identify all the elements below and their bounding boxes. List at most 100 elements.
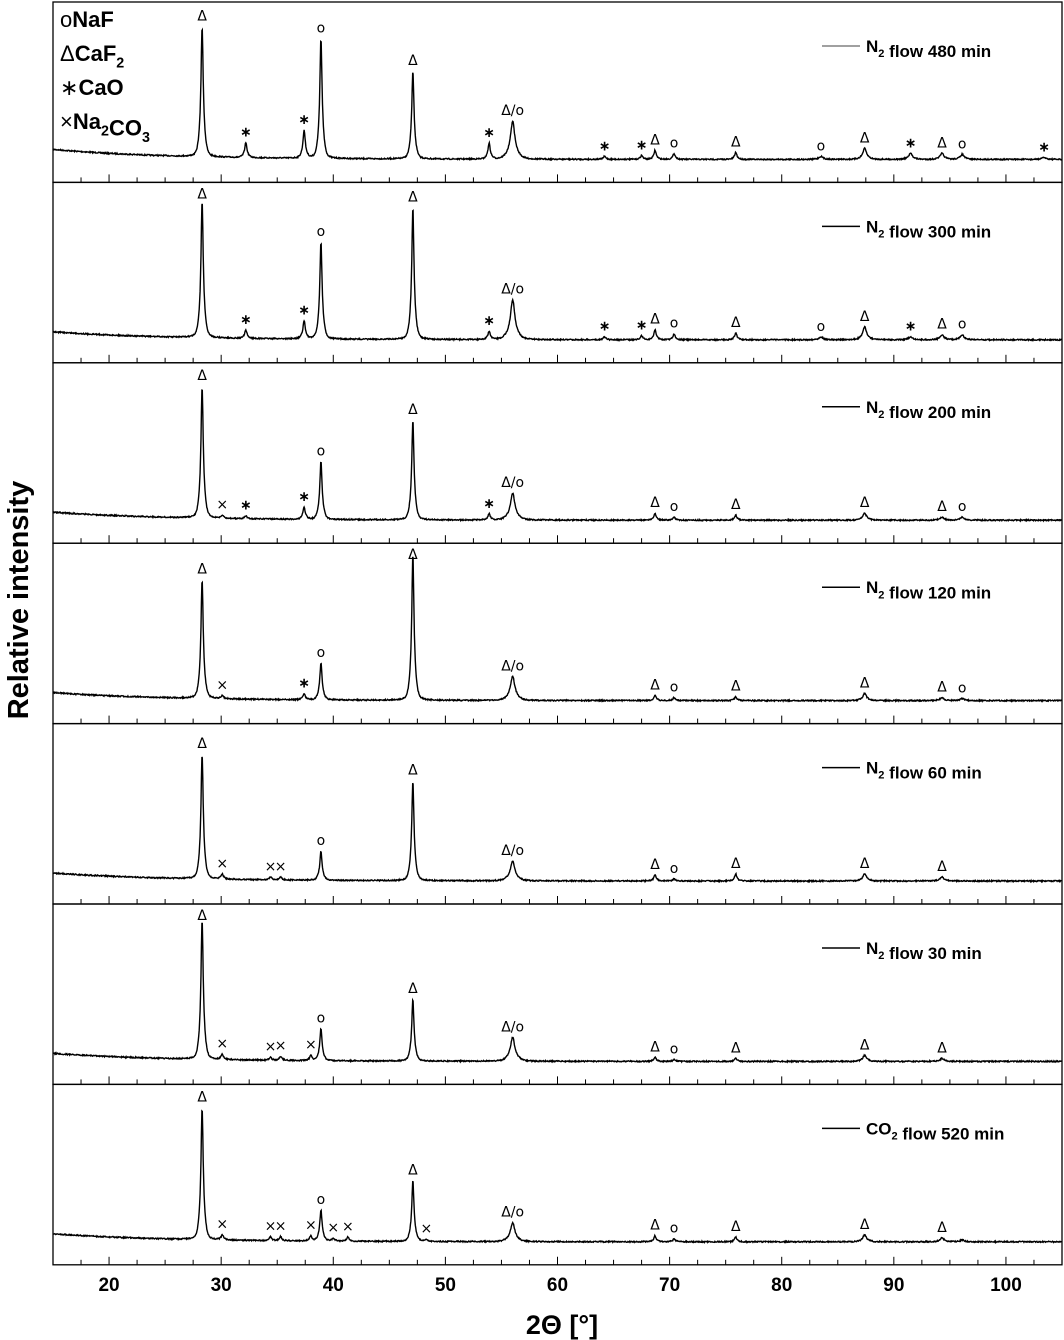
peak-marker: o bbox=[670, 135, 679, 151]
diffraction-curve bbox=[52, 756, 1062, 884]
phase-symbol: o bbox=[60, 7, 72, 32]
x-tick-label: 60 bbox=[547, 1275, 568, 1296]
peak-marker: o bbox=[317, 833, 326, 849]
peak-marker: × bbox=[265, 1219, 277, 1235]
diffraction-curve bbox=[52, 1109, 1062, 1245]
peak-marker: ∗ bbox=[483, 125, 495, 141]
x-axis-label: 2Θ [°] bbox=[526, 1310, 598, 1340]
peak-marker: Δ/o bbox=[501, 1019, 524, 1035]
peak-marker: Δ bbox=[860, 1217, 870, 1233]
peak-marker: o bbox=[670, 1221, 679, 1237]
phase-symbol: Δ bbox=[60, 41, 75, 66]
peak-marker: o bbox=[670, 1041, 679, 1057]
series-legend-label: CO2 flow 520 min bbox=[866, 1119, 1004, 1143]
peak-marker: Δ bbox=[860, 130, 870, 146]
peak-marker: Δ bbox=[860, 856, 870, 872]
x-tick-label: 30 bbox=[211, 1275, 232, 1296]
series-legend-label: N2 flow 120 min bbox=[866, 578, 991, 602]
x-tick-label: 100 bbox=[990, 1275, 1022, 1296]
peak-marker: Δ bbox=[860, 495, 870, 511]
peak-marker: × bbox=[216, 677, 228, 693]
peak-marker: o bbox=[958, 136, 967, 152]
peak-marker: o bbox=[958, 499, 967, 515]
peak-marker: o bbox=[670, 680, 679, 696]
peak-marker: Δ bbox=[408, 402, 418, 418]
peak-marker: Δ/o bbox=[501, 282, 524, 298]
peak-marker: ∗ bbox=[298, 302, 310, 318]
peak-marker: o bbox=[670, 499, 679, 515]
peak-marker: Δ bbox=[408, 763, 418, 779]
peak-marker: o bbox=[317, 224, 326, 240]
peak-marker: Δ bbox=[408, 1162, 418, 1178]
x-tick-label: 50 bbox=[435, 1275, 456, 1296]
peak-marker: Δ bbox=[197, 186, 207, 202]
peak-marker: Δ bbox=[731, 134, 741, 150]
peak-marker: Δ bbox=[650, 495, 660, 511]
peak-marker: ∗ bbox=[599, 319, 611, 335]
diffraction-curve bbox=[52, 389, 1063, 523]
peak-marker: Δ bbox=[937, 859, 947, 875]
diffraction-curve bbox=[52, 922, 1062, 1064]
peak-marker: Δ/o bbox=[501, 103, 524, 119]
peak-marker: Δ bbox=[650, 1218, 660, 1234]
series-legend-label: N2 flow 480 min bbox=[866, 37, 991, 61]
peak-marker: Δ/o bbox=[501, 658, 524, 674]
diffraction-curve bbox=[52, 556, 1062, 703]
panel-frame bbox=[52, 181, 1063, 364]
peak-marker: o bbox=[958, 317, 967, 333]
diffraction-curve bbox=[52, 27, 1063, 162]
phase-legend-item: ∗CaO bbox=[60, 75, 124, 100]
peak-marker: ∗ bbox=[636, 137, 648, 153]
peak-marker: Δ bbox=[650, 678, 660, 694]
phase-legend-item: oNaF bbox=[60, 7, 114, 32]
peak-marker: o bbox=[317, 1011, 326, 1027]
peak-marker: ∗ bbox=[240, 124, 252, 140]
x-tick-label: 90 bbox=[883, 1275, 904, 1296]
peak-marker: × bbox=[327, 1220, 339, 1236]
peak-marker: × bbox=[275, 1038, 287, 1054]
x-tick-label: 70 bbox=[659, 1275, 680, 1296]
peak-marker: o bbox=[670, 861, 679, 877]
x-tick-label: 80 bbox=[771, 1275, 792, 1296]
peak-marker: ∗ bbox=[298, 676, 310, 692]
peak-marker: Δ bbox=[197, 561, 207, 577]
peak-marker: Δ bbox=[197, 908, 207, 924]
y-axis-label: Relative intensity bbox=[3, 481, 35, 720]
peak-marker: × bbox=[265, 1039, 277, 1055]
phase-legend-item: ΔCaF2 bbox=[60, 41, 124, 72]
peak-marker: × bbox=[305, 1037, 317, 1053]
peak-marker: Δ bbox=[408, 547, 418, 563]
peak-marker: ∗ bbox=[599, 138, 611, 154]
peak-marker: Δ bbox=[860, 1037, 870, 1053]
peak-marker: o bbox=[317, 20, 326, 36]
peak-marker: ∗ bbox=[483, 313, 495, 329]
peak-marker: Δ bbox=[731, 315, 741, 331]
peak-marker: ∗ bbox=[483, 496, 495, 512]
phase-symbol: ∗ bbox=[60, 75, 78, 100]
peak-marker: Δ bbox=[731, 856, 741, 872]
peak-marker: ∗ bbox=[905, 135, 917, 151]
peak-marker: Δ bbox=[650, 1039, 660, 1055]
peak-marker: × bbox=[342, 1219, 354, 1235]
series-legend-label: N2 flow 200 min bbox=[866, 398, 991, 422]
peak-marker: × bbox=[216, 1217, 228, 1233]
peak-marker: Δ bbox=[860, 309, 870, 325]
peak-marker: Δ bbox=[731, 1040, 741, 1056]
peak-marker: Δ bbox=[408, 981, 418, 997]
panel-6: Δ× ×× ×oΔΔ/oΔ o Δ Δ ΔN2 flow 30 min bbox=[52, 903, 1063, 1086]
peak-marker: Δ bbox=[731, 679, 741, 695]
peak-marker: Δ bbox=[937, 317, 947, 333]
peak-marker: Δ bbox=[650, 312, 660, 328]
peak-marker: Δ bbox=[937, 499, 947, 515]
peak-marker: Δ bbox=[860, 676, 870, 692]
x-tick-label: 40 bbox=[323, 1275, 344, 1296]
peak-marker: Δ bbox=[731, 1219, 741, 1235]
peak-marker: o bbox=[317, 443, 326, 459]
panel-frame bbox=[52, 903, 1063, 1086]
peak-marker: × bbox=[305, 1218, 317, 1234]
x-tick-label: 20 bbox=[98, 1275, 119, 1296]
phase-legend: oNaF ΔCaF2 ∗CaO ×Na2CO3 bbox=[60, 7, 150, 146]
